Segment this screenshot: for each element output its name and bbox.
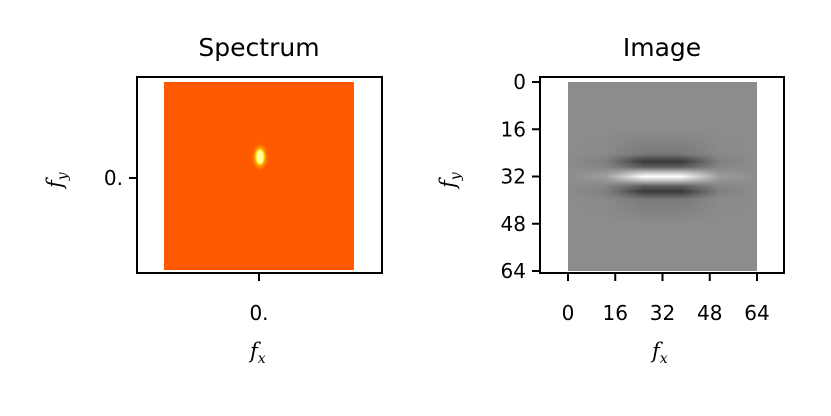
image-panel: Image 0 16 32 48 64 0 16 32 48 64 fx fy xyxy=(436,33,785,367)
image-xtick-label: 64 xyxy=(744,301,769,325)
spectrum-ylabel: fy xyxy=(43,171,71,190)
image-xtick-label: 32 xyxy=(650,301,675,325)
image-ylabel: fy xyxy=(436,171,464,190)
image-ytick-label: 48 xyxy=(501,212,526,236)
image-heatmap-fade xyxy=(568,82,757,271)
spectrum-title: Spectrum xyxy=(198,33,319,62)
image-yticks: 0 16 32 48 64 xyxy=(501,70,540,283)
spectrum-ytick-label: 0. xyxy=(104,166,123,190)
spectrum-xtick-label: 0. xyxy=(249,301,268,325)
image-ytick-label: 32 xyxy=(501,165,526,189)
image-xtick-label: 16 xyxy=(603,301,628,325)
image-title: Image xyxy=(623,33,701,62)
image-xlabel: fx xyxy=(650,339,668,367)
spectrum-peak-core xyxy=(256,150,264,164)
spectrum-image xyxy=(164,82,354,270)
image-ytick-label: 0 xyxy=(513,70,526,94)
image-xticks: 0 16 32 48 64 xyxy=(562,273,770,325)
spectrum-xlabel: fx xyxy=(248,339,266,367)
image-ytick-label: 64 xyxy=(501,259,526,283)
image-ytick-label: 16 xyxy=(501,117,526,141)
spectrum-panel: Spectrum 0. 0. fx fy xyxy=(43,33,383,367)
image-xtick-label: 0 xyxy=(562,301,575,325)
image-xtick-label: 48 xyxy=(697,301,722,325)
